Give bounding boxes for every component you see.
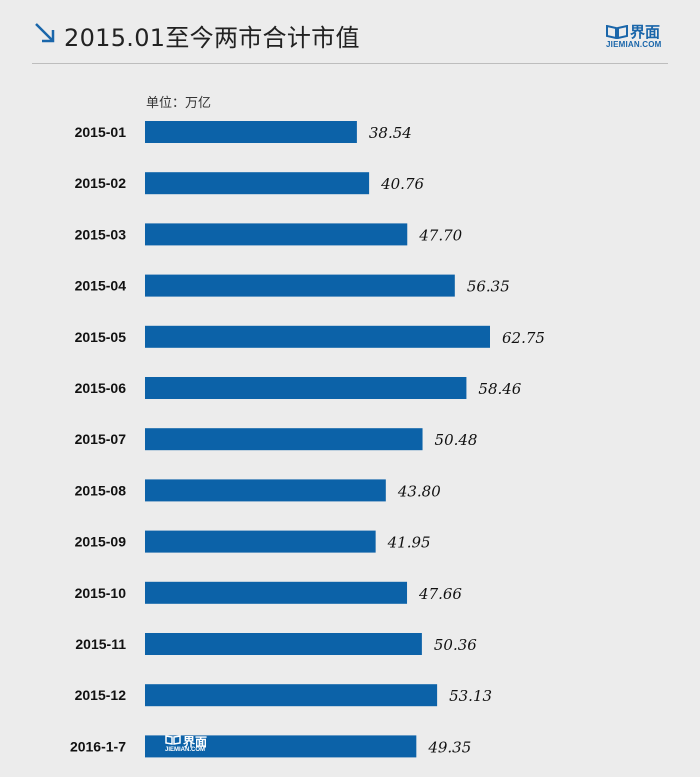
bar [145,428,423,451]
value-label: 56.35 [467,278,510,296]
value-label: 50.36 [434,636,477,654]
value-label: 53.13 [449,687,492,705]
value-label: 40.76 [380,175,424,193]
logo-mark-icon [606,25,628,39]
value-label: 47.66 [418,585,462,603]
category-label: 2015-06 [75,380,127,396]
chart-title: 2015.01至今两市合计市值 [64,24,360,52]
category-label: 2015-12 [75,687,127,703]
value-label: 58.46 [478,380,521,398]
bar [145,172,370,195]
category-label: 2015-01 [75,124,127,140]
bar [145,274,455,297]
category-label: 2015-02 [75,175,127,191]
category-label: 2015-11 [75,636,126,652]
category-label: 2015-10 [75,585,127,601]
category-label: 2015-09 [75,534,127,550]
value-label: 41.95 [387,534,431,552]
bar [145,684,438,707]
category-label: 2015-08 [75,482,127,498]
watermark-text-cn: 界面 [183,735,208,749]
value-label: 49.35 [427,738,471,756]
category-label: 2015-04 [75,278,127,294]
value-label: 50.48 [435,431,478,449]
logo-text-en: JIEMIAN.COM [606,40,662,49]
bar [145,581,408,604]
value-label: 62.75 [502,329,545,347]
watermark-logo-icon [165,735,181,745]
bar [145,479,386,502]
bar [145,121,357,143]
value-label: 38.54 [369,124,412,142]
category-label: 2015-07 [75,431,127,447]
arrow-down-right-icon [35,23,55,43]
bar [145,633,422,655]
bar [145,325,490,348]
bar [145,377,467,399]
unit-label: 单位：万亿 [146,96,212,111]
watermark-text-en: JIEMIAN.COM [165,747,206,753]
value-label: 43.80 [397,482,441,500]
category-label: 2016-1-7 [70,738,126,754]
jiemian-logo: 界面 JIEMIAN.COM [602,22,672,52]
bar [145,530,376,553]
category-label: 2015-05 [75,329,127,345]
value-label: 47.70 [418,226,462,244]
bar [145,223,408,246]
category-label: 2015-03 [75,226,127,242]
bar [145,735,417,758]
header-divider [32,63,668,64]
chart-header: 2015.01至今两市合计市值 界面 JIEMIAN.COM [0,0,700,66]
logo-text-cn: 界面 [630,23,661,41]
